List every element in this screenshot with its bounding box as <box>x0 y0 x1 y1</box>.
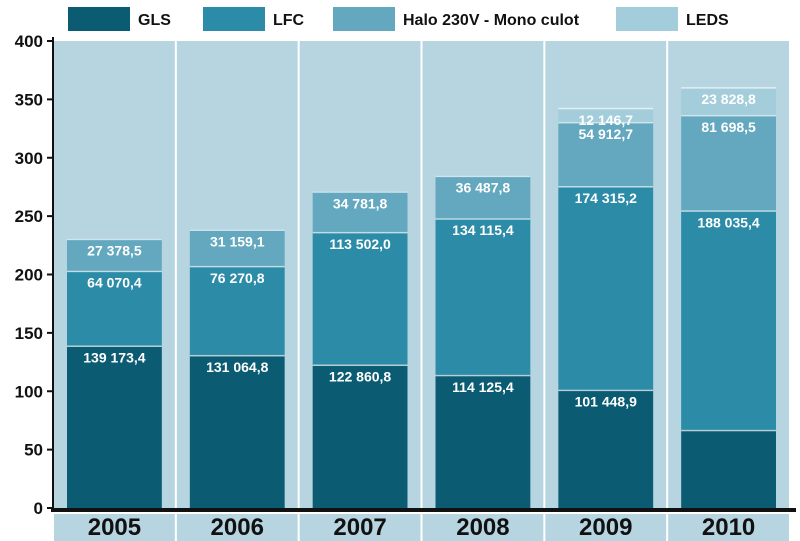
y-tick-label: 0 <box>34 499 43 518</box>
category-band <box>422 514 544 541</box>
data-label: 113 502,0 <box>329 236 391 252</box>
y-tick-label: 50 <box>24 441 43 460</box>
bar-segment <box>189 265 285 355</box>
segment-separator <box>67 270 162 273</box>
legend-swatch <box>333 7 395 31</box>
data-label: 54 912,7 <box>579 126 634 142</box>
data-label: 12 146,7 <box>579 112 634 128</box>
legend-swatch <box>616 7 678 31</box>
x-tick-label: 2005 <box>88 514 141 541</box>
bar-segment <box>681 87 776 115</box>
data-label: 101 448,9 <box>575 394 637 410</box>
category-band <box>176 514 298 541</box>
y-tick-label: 200 <box>15 266 43 285</box>
segment-separator <box>189 229 285 231</box>
y-tick-label: 300 <box>15 149 43 168</box>
segment-separator <box>558 121 654 124</box>
segment-separator <box>681 87 776 89</box>
legend-label: Halo 230V - Mono culot <box>403 12 580 29</box>
bar-segment <box>67 270 162 346</box>
y-tick-label: 100 <box>15 382 43 401</box>
bar-segment <box>681 429 776 508</box>
bar-segment <box>435 175 531 219</box>
bar-segment <box>558 186 654 390</box>
y-tick-label: 350 <box>15 90 43 109</box>
x-tick-label: 2008 <box>456 514 509 541</box>
data-label: 188 035,4 <box>697 214 759 230</box>
data-label: 34 781,8 <box>333 195 388 211</box>
bar-segment <box>558 107 654 122</box>
segment-separator <box>67 238 162 241</box>
bar-segment <box>312 364 408 508</box>
legend-label: LEDS <box>686 12 729 29</box>
data-label: 64 070,4 <box>87 275 142 291</box>
bar-segment <box>189 354 285 508</box>
category-band <box>54 514 175 541</box>
segment-separator <box>189 354 285 357</box>
legend-swatch <box>203 7 265 31</box>
segment-separator <box>189 265 285 268</box>
data-label: 122 860,8 <box>329 369 391 385</box>
x-axis-line <box>51 508 796 512</box>
data-label: 131 064,8 <box>206 359 268 375</box>
category-band <box>668 514 789 541</box>
data-label: 36 487,8 <box>456 180 511 196</box>
segment-separator <box>681 429 776 432</box>
category-band <box>299 514 421 541</box>
segment-separator <box>558 389 654 392</box>
segment-separator <box>312 364 408 367</box>
bar-segment <box>189 229 285 266</box>
segment-separator <box>435 374 531 377</box>
segment-separator <box>312 231 408 234</box>
legend-swatch <box>68 7 130 31</box>
bar-segment <box>681 210 776 430</box>
bar-segment <box>558 121 654 187</box>
segment-separator <box>558 107 654 110</box>
bar-segment <box>435 218 531 375</box>
bar-segment <box>558 389 654 508</box>
y-tick-label: 400 <box>15 32 43 51</box>
y-tick-label: 150 <box>15 324 43 343</box>
data-label: 114 125,4 <box>452 379 514 395</box>
data-label: 76 270,8 <box>210 270 265 286</box>
bar-segment <box>312 231 408 365</box>
x-tick-label: 2007 <box>333 514 386 541</box>
legend-label: GLS <box>138 12 171 29</box>
data-label: 31 159,1 <box>210 233 265 249</box>
segment-separator <box>435 175 531 178</box>
segment-separator <box>67 345 162 347</box>
bar-segment <box>67 345 162 508</box>
x-tick-label: 2006 <box>211 514 264 541</box>
data-label: 81 698,5 <box>701 119 756 135</box>
bar-segment <box>681 114 776 211</box>
x-tick-label: 2010 <box>702 514 755 541</box>
x-tick-label: 2009 <box>579 514 632 541</box>
data-label: 27 378,5 <box>87 243 142 259</box>
segment-separator <box>558 186 654 188</box>
data-label: 23 828,8 <box>701 91 756 107</box>
data-label: 134 115,4 <box>452 222 514 238</box>
segment-separator <box>435 218 531 220</box>
bar-segment <box>435 374 531 508</box>
segment-separator <box>681 114 776 117</box>
segment-separator <box>681 210 776 212</box>
bar-segment <box>312 191 408 232</box>
bar-segment <box>67 238 162 271</box>
segment-separator <box>312 191 408 193</box>
legend-label: LFC <box>273 12 305 29</box>
data-label: 174 315,2 <box>575 190 637 206</box>
data-label: 139 173,4 <box>83 349 145 365</box>
y-tick-label: 250 <box>15 207 43 226</box>
category-band <box>545 514 667 541</box>
